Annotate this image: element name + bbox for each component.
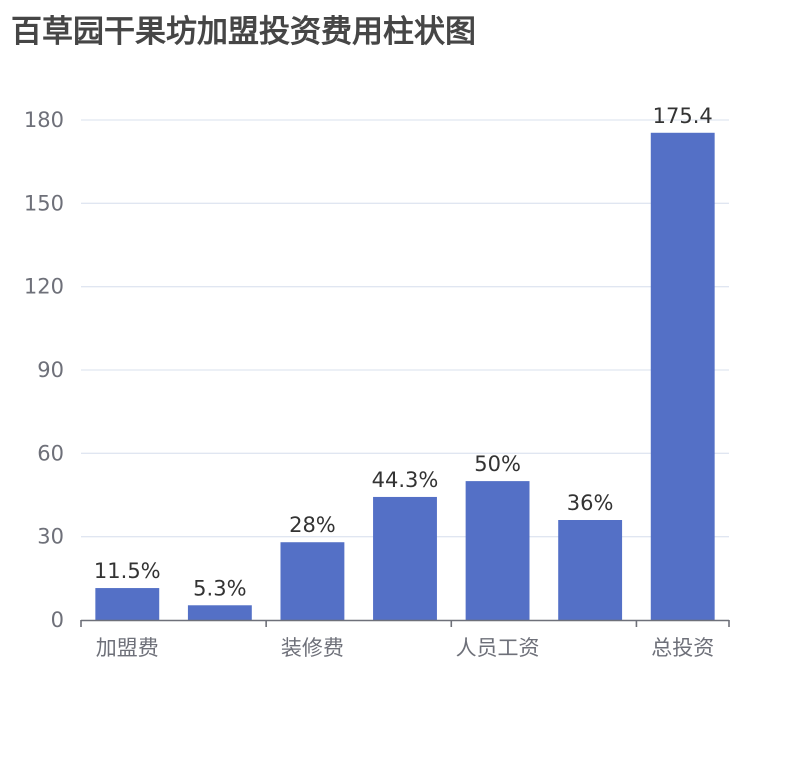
bar-value-label: 36% <box>567 491 614 515</box>
bar[interactable] <box>95 588 160 620</box>
bar[interactable] <box>465 481 530 620</box>
bars <box>95 132 715 620</box>
gridlines <box>81 119 729 538</box>
bar[interactable] <box>373 496 437 620</box>
bar[interactable] <box>187 605 252 620</box>
y-tick-label: 180 <box>24 108 64 132</box>
y-tick-label: 90 <box>37 358 64 382</box>
y-axis-ticks: 0 30 60 90 120 150 180 <box>24 108 64 632</box>
x-axis: 加盟费 装修费 人员工资 总投资 <box>80 619 730 660</box>
y-tick-label: 120 <box>24 275 64 299</box>
y-tick-label: 60 <box>37 441 64 465</box>
bar-value-label: 11.5% <box>94 559 161 583</box>
y-tick-label: 150 <box>24 191 64 215</box>
bar-value-label: 175.4 <box>653 104 713 128</box>
x-tick-label: 加盟费 <box>96 636 159 660</box>
bar-value-label: 50% <box>474 452 521 476</box>
x-tick-label: 人员工资 <box>456 636 540 660</box>
bar-value-label: 28% <box>289 513 336 537</box>
bar[interactable] <box>280 542 345 620</box>
x-tick-label: 装修费 <box>281 636 344 660</box>
bar-value-label: 5.3% <box>193 576 246 600</box>
bar[interactable] <box>558 520 623 620</box>
y-tick-label: 0 <box>51 608 64 632</box>
bar-value-label: 44.3% <box>372 468 439 492</box>
bar-value-labels: 11.5% 5.3% 28% 44.3% 50% 36% 175.4 <box>94 104 713 600</box>
chart-title: 百草园干果坊加盟投资费用柱状图 <box>11 14 476 50</box>
bar[interactable] <box>650 132 715 620</box>
x-tick-label: 总投资 <box>651 636 714 660</box>
y-tick-label: 30 <box>37 525 64 549</box>
